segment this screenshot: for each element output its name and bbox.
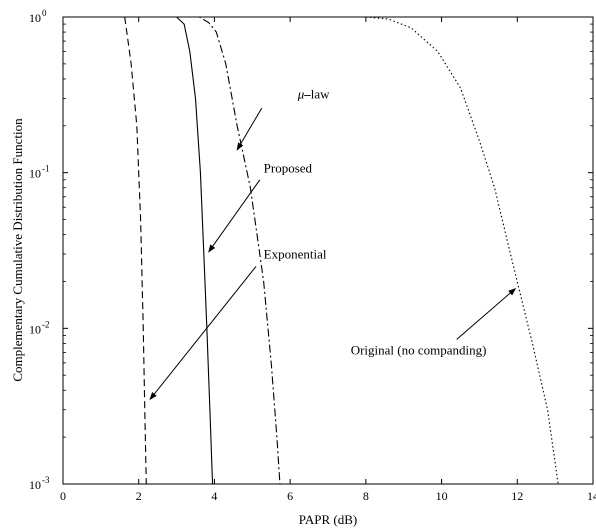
- x-tick-label: 2: [136, 489, 142, 503]
- x-tick-label: 14: [587, 489, 596, 503]
- annotation-label-proposed: Proposed: [264, 161, 313, 176]
- x-tick-label: 0: [60, 489, 66, 503]
- plot-area: [62, 16, 594, 485]
- annotation-dash: –: [303, 86, 311, 101]
- annotation-arrow-original: [456, 287, 517, 340]
- y-tick-label: 10: [29, 322, 41, 336]
- x-tick-label: 12: [511, 489, 523, 503]
- y-tick-label: 10: [29, 478, 41, 492]
- annotation-greek: μ: [297, 86, 305, 101]
- x-tick-label: 10: [436, 489, 448, 503]
- y-tick-exponent: -2: [42, 319, 50, 329]
- series-line-solid: [176, 16, 214, 485]
- series-line-dashdot: [187, 16, 281, 485]
- annotation-arrow-mu-law: [236, 107, 263, 151]
- annotation-label-original: Original (no companding): [351, 342, 487, 357]
- annotation-text: law: [311, 86, 330, 101]
- y-axis-label: Complementary Cumulative Distribution Fu…: [10, 118, 25, 382]
- data-series: [124, 16, 559, 485]
- x-tick-label: 6: [287, 489, 293, 503]
- annotation-arrow-exponential: [149, 266, 257, 401]
- y-tick-exponent: -3: [42, 475, 50, 485]
- annotation-arrow-proposed: [208, 179, 261, 253]
- y-tick-exponent: -1: [42, 164, 50, 174]
- y-tick-exponent: 0: [42, 8, 47, 18]
- curve-annotations: μ–law Proposed Exponential Original (no com…: [149, 86, 517, 401]
- y-tick-label: 10: [29, 11, 41, 25]
- y-tick-label: 10: [29, 167, 41, 181]
- x-axis-label: PAPR (dB): [299, 512, 357, 527]
- series-line-dashed: [124, 16, 147, 485]
- annotation-label-exponential: Exponential: [264, 247, 327, 262]
- x-tick-label: 4: [211, 489, 217, 503]
- x-tick-label: 8: [363, 489, 369, 503]
- annotation-label-mu-law: μ–law: [297, 86, 330, 101]
